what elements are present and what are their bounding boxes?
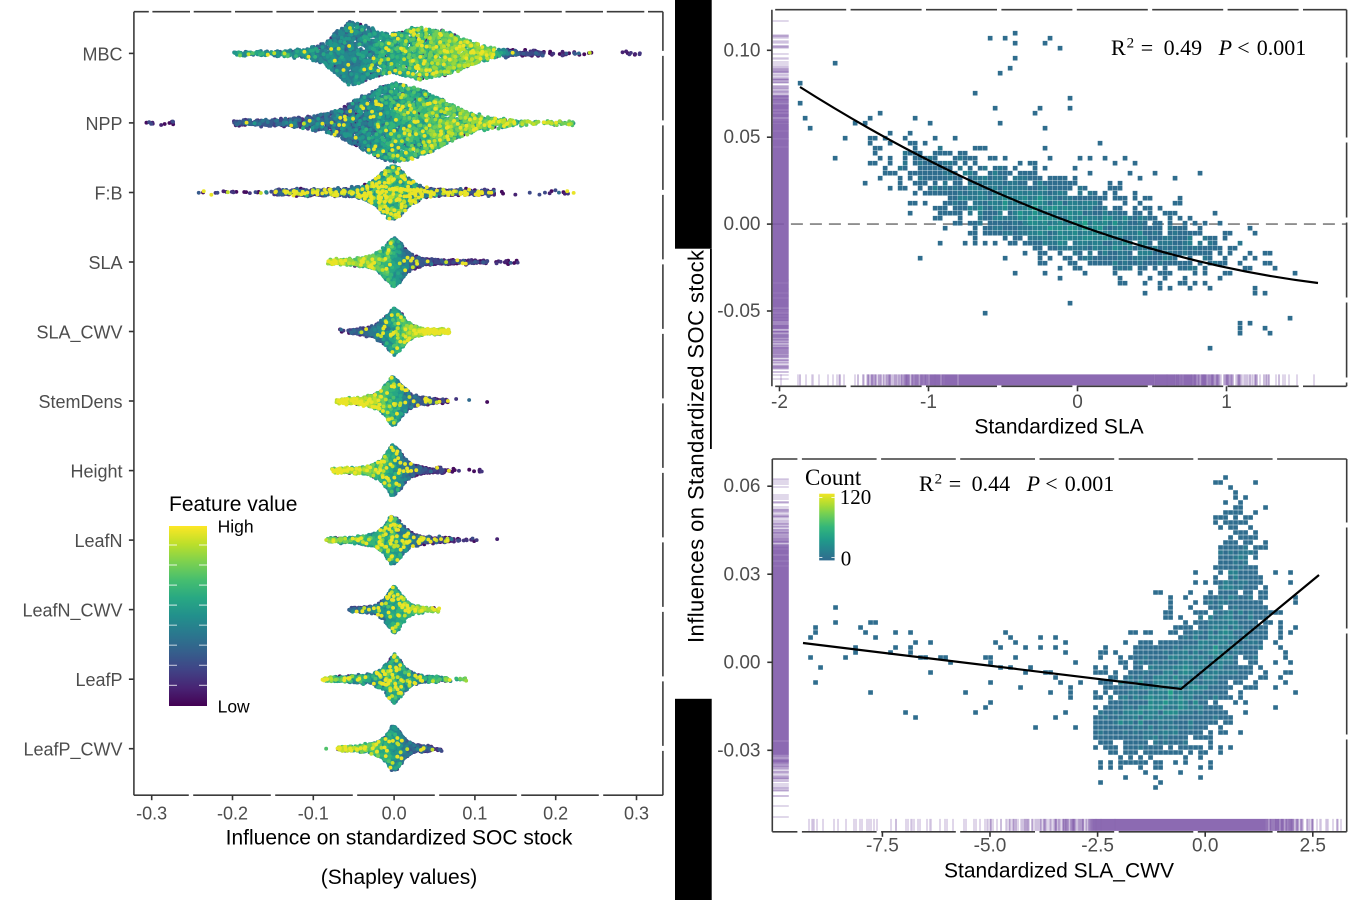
svg-text:2.5: 2.5 <box>1300 836 1326 857</box>
svg-text:-0.3: -0.3 <box>136 804 167 824</box>
svg-text:-0.05: -0.05 <box>717 301 760 322</box>
svg-text:0.1: 0.1 <box>462 804 487 824</box>
svg-text:LeafP_CWV: LeafP_CWV <box>23 740 122 761</box>
svg-text:0: 0 <box>1072 392 1083 413</box>
svg-text:-2.5: -2.5 <box>1081 836 1114 857</box>
svg-text:Standardized SLA_CWV: Standardized SLA_CWV <box>944 860 1174 883</box>
svg-text:0.2: 0.2 <box>543 804 568 824</box>
svg-text:1: 1 <box>1221 392 1232 413</box>
svg-text:Influence on standardized SOC: Influence on standardized SOC stock <box>226 826 573 849</box>
svg-text:Height: Height <box>70 462 122 482</box>
svg-text:-2: -2 <box>771 392 788 413</box>
svg-text:-0.1: -0.1 <box>298 804 329 824</box>
svg-text:-1: -1 <box>920 392 937 413</box>
svg-text:StemDens: StemDens <box>38 392 122 412</box>
svg-text:SLA_CWV: SLA_CWV <box>36 323 122 344</box>
svg-text:0.00: 0.00 <box>724 652 761 673</box>
svg-text:0.0: 0.0 <box>1192 836 1218 857</box>
svg-text:0.3: 0.3 <box>624 804 649 824</box>
svg-text:120: 120 <box>840 485 872 509</box>
svg-text:Count: Count <box>805 465 862 490</box>
svg-text:0.05: 0.05 <box>724 127 761 148</box>
svg-text:0.03: 0.03 <box>724 564 761 585</box>
svg-text:MBC: MBC <box>83 44 123 64</box>
svg-text:High: High <box>218 517 254 537</box>
svg-text:Standardized SLA: Standardized SLA <box>974 415 1143 438</box>
svg-text:(Shapley values): (Shapley values) <box>321 866 477 889</box>
svg-text:-0.2: -0.2 <box>217 804 248 824</box>
svg-text:Influences on Standardized SOC: Influences on Standardized SOC stock <box>684 249 709 643</box>
svg-text:LeafN_CWV: LeafN_CWV <box>22 601 122 622</box>
svg-text:R2=0.49P<0.001: R2 = 0.49 P <0.001 <box>1111 35 1306 60</box>
svg-text:-7.5: -7.5 <box>866 836 899 857</box>
svg-text:-5.0: -5.0 <box>974 836 1007 857</box>
svg-text:0.0: 0.0 <box>382 804 407 824</box>
svg-text:Feature value: Feature value <box>169 493 297 516</box>
svg-text:Low: Low <box>218 696 250 716</box>
svg-text:LeafP: LeafP <box>75 670 122 690</box>
svg-text:R2=0.44P<0.001: R2 = 0.44 P <0.001 <box>919 471 1114 496</box>
svg-text:-0.03: -0.03 <box>717 740 760 761</box>
svg-text:0.00: 0.00 <box>724 214 761 235</box>
svg-text:LeafN: LeafN <box>74 531 122 551</box>
svg-text:0.10: 0.10 <box>724 40 761 61</box>
svg-text:0.06: 0.06 <box>724 476 761 497</box>
svg-text:SLA: SLA <box>88 253 122 273</box>
svg-text:0: 0 <box>841 547 852 571</box>
svg-text:F:B: F:B <box>94 184 122 204</box>
svg-text:NPP: NPP <box>85 114 122 134</box>
